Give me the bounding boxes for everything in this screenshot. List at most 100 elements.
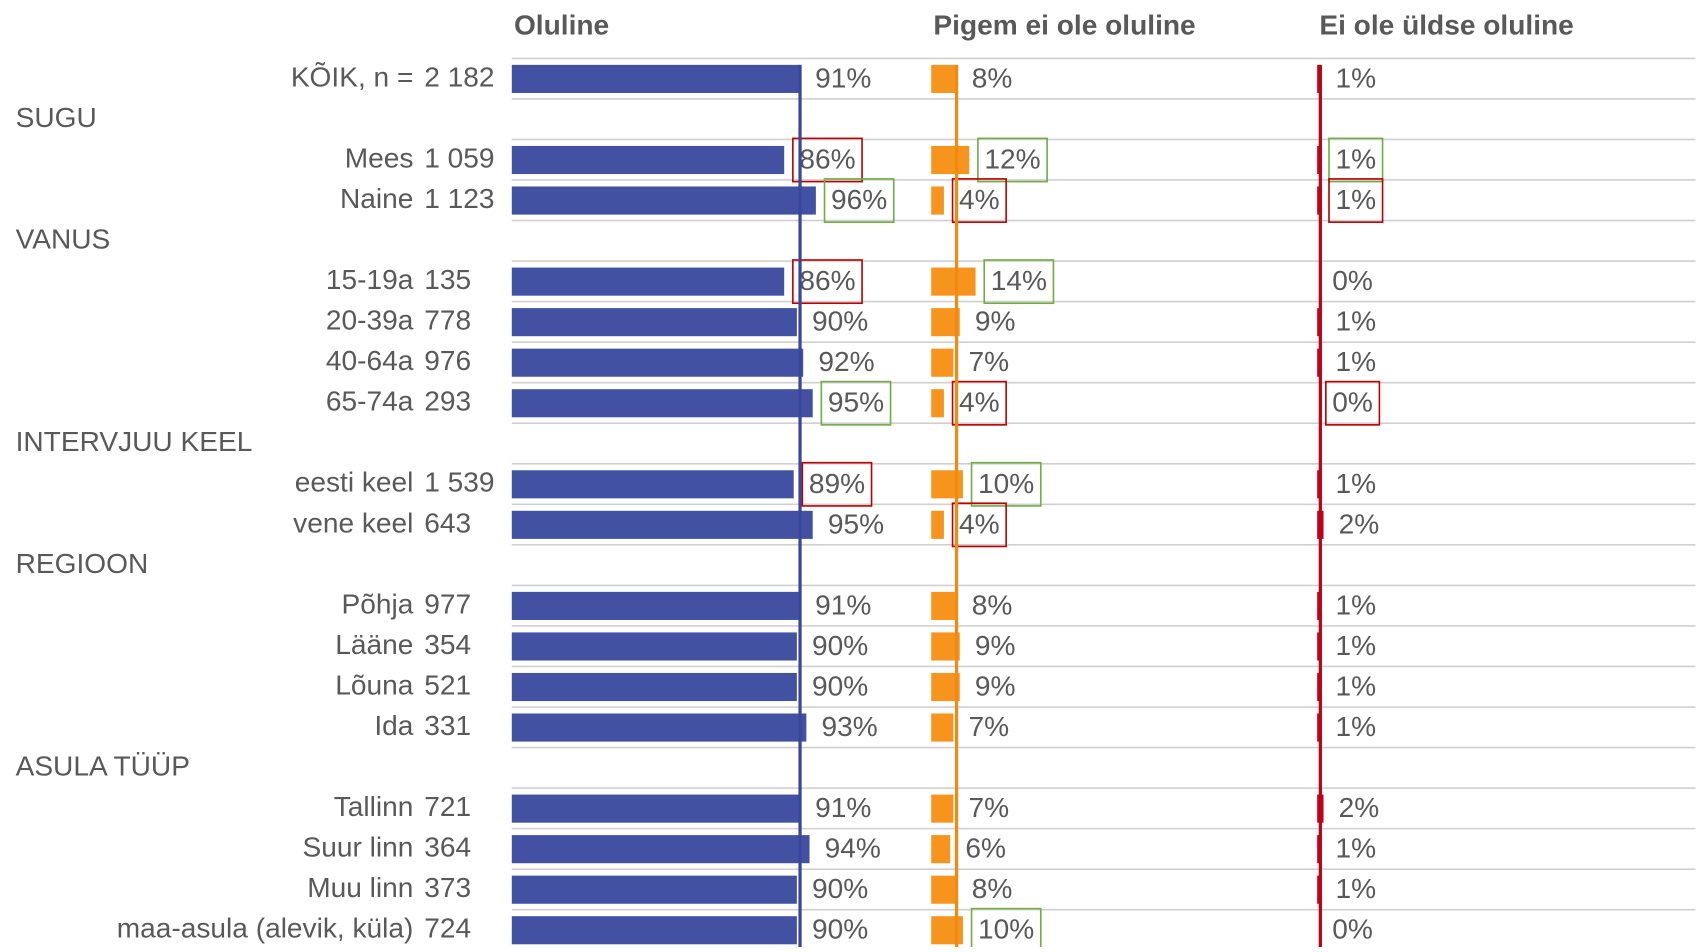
bar bbox=[511, 308, 797, 337]
highlight-box bbox=[1328, 137, 1384, 183]
bar bbox=[931, 348, 954, 377]
value-label: 1% bbox=[1335, 671, 1376, 702]
value-label: 9% bbox=[975, 671, 1016, 702]
bar bbox=[511, 470, 794, 499]
highlight-box bbox=[820, 380, 892, 426]
value-label: 90% bbox=[812, 630, 868, 661]
value-label: 86% bbox=[799, 265, 855, 296]
sample-size: 364 bbox=[424, 832, 471, 863]
category-label: eesti keel bbox=[295, 467, 414, 498]
value-label: 90% bbox=[812, 914, 868, 945]
value-label: 1% bbox=[1335, 184, 1376, 215]
highlight-box bbox=[951, 380, 1007, 426]
value-label: 4% bbox=[959, 387, 1000, 418]
group-header: REGIOON bbox=[16, 548, 149, 579]
sample-size: 373 bbox=[424, 872, 471, 903]
value-label: 7% bbox=[969, 792, 1010, 823]
series-header: Oluline bbox=[514, 9, 609, 40]
sample-size: 778 bbox=[424, 305, 471, 336]
category-label: 15-19a bbox=[326, 264, 414, 295]
sample-size: 354 bbox=[424, 629, 471, 660]
category-label: Lõuna bbox=[335, 669, 413, 700]
value-label: 7% bbox=[969, 346, 1010, 377]
bar bbox=[511, 145, 785, 175]
bar bbox=[931, 389, 944, 418]
sample-size: 521 bbox=[424, 669, 471, 700]
value-label: 1% bbox=[1335, 62, 1376, 93]
value-label: 91% bbox=[815, 62, 871, 93]
value-label: 9% bbox=[975, 306, 1016, 337]
bar bbox=[931, 835, 951, 864]
category-label: 65-74a bbox=[326, 386, 414, 417]
value-label: 2% bbox=[1339, 792, 1380, 823]
bar bbox=[511, 389, 813, 418]
bar bbox=[511, 916, 797, 945]
value-label: 1% bbox=[1335, 711, 1376, 742]
value-label: 0% bbox=[1332, 387, 1373, 418]
highlight-box bbox=[792, 259, 863, 305]
value-label: 0% bbox=[1332, 914, 1373, 945]
sample-size: 643 bbox=[424, 507, 471, 538]
bar bbox=[931, 145, 970, 175]
value-label: 1% bbox=[1335, 873, 1376, 904]
highlight-box bbox=[983, 259, 1055, 305]
value-label: 8% bbox=[972, 873, 1013, 904]
value-label: 8% bbox=[972, 589, 1013, 620]
category-label: Lääne bbox=[335, 629, 413, 660]
value-label: 96% bbox=[831, 184, 887, 215]
bar bbox=[511, 591, 801, 620]
category-label: Mees bbox=[345, 142, 414, 173]
value-label: 1% bbox=[1335, 630, 1376, 661]
bar bbox=[931, 186, 944, 215]
category-label: Ida bbox=[374, 710, 413, 741]
value-label: 2% bbox=[1339, 508, 1380, 539]
value-label: 90% bbox=[812, 671, 868, 702]
sample-size: 2 182 bbox=[424, 61, 494, 92]
highlight-box bbox=[951, 178, 1007, 223]
category-label: KÕIK, n = bbox=[291, 61, 414, 92]
category-label: Naine bbox=[340, 183, 413, 214]
value-label: 91% bbox=[815, 589, 871, 620]
value-label: 7% bbox=[969, 711, 1010, 742]
category-label: Põhja bbox=[342, 588, 414, 619]
value-label: 90% bbox=[812, 306, 868, 337]
bar bbox=[931, 64, 957, 93]
value-label: 1% bbox=[1335, 589, 1376, 620]
series-header: Pigem ei ole oluline bbox=[933, 9, 1195, 40]
value-label: 1% bbox=[1335, 306, 1376, 337]
sample-size: 331 bbox=[424, 710, 471, 741]
sample-size: 976 bbox=[424, 345, 471, 376]
value-label: 14% bbox=[991, 265, 1047, 296]
bar bbox=[931, 713, 954, 742]
bar bbox=[511, 835, 810, 864]
bar bbox=[931, 267, 976, 296]
bar bbox=[931, 591, 957, 620]
value-label: 1% bbox=[1335, 346, 1376, 377]
value-label: 8% bbox=[972, 62, 1013, 93]
sample-size: 721 bbox=[424, 791, 471, 822]
category-label: vene keel bbox=[293, 507, 413, 538]
category-label: maa-asula (alevik, küla) bbox=[117, 913, 414, 944]
sample-size: 1 123 bbox=[424, 183, 494, 214]
category-label: 40-64a bbox=[326, 345, 414, 376]
bar bbox=[511, 632, 797, 661]
sample-size: 724 bbox=[424, 913, 471, 944]
bar bbox=[511, 875, 797, 904]
sample-size: 1 059 bbox=[424, 142, 494, 173]
highlight-box bbox=[977, 137, 1048, 183]
highlight-box bbox=[801, 461, 873, 507]
category-label: Muu linn bbox=[307, 872, 413, 903]
sample-size: 1 539 bbox=[424, 467, 494, 498]
bar bbox=[511, 64, 801, 93]
highlight-box bbox=[823, 178, 895, 223]
bar bbox=[931, 510, 944, 539]
group-header: INTERVJUU KEEL bbox=[16, 426, 253, 457]
bar bbox=[511, 713, 807, 742]
value-label: 4% bbox=[959, 184, 1000, 215]
value-label: 89% bbox=[809, 468, 865, 499]
series-header: Ei ole üldse oluline bbox=[1319, 9, 1573, 40]
group-header: VANUS bbox=[16, 223, 111, 254]
value-label: 10% bbox=[978, 914, 1034, 945]
value-label: 12% bbox=[984, 143, 1040, 174]
